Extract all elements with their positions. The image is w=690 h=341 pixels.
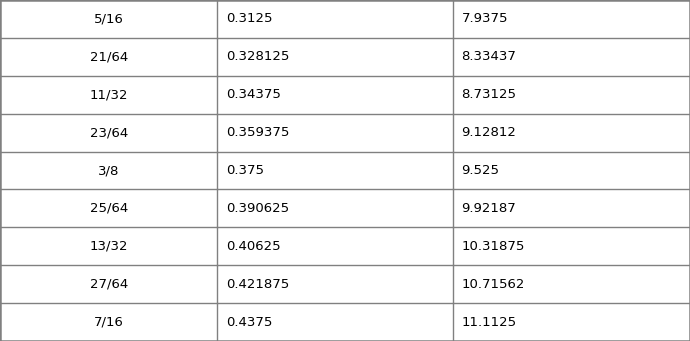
Text: 3/8: 3/8 xyxy=(98,164,119,177)
Text: 10.31875: 10.31875 xyxy=(462,240,525,253)
Text: 8.73125: 8.73125 xyxy=(462,88,517,101)
Text: 0.4375: 0.4375 xyxy=(226,315,272,329)
Text: 0.375: 0.375 xyxy=(226,164,264,177)
Text: 0.390625: 0.390625 xyxy=(226,202,288,215)
Text: 0.421875: 0.421875 xyxy=(226,278,289,291)
Text: 23/64: 23/64 xyxy=(90,126,128,139)
Text: 7/16: 7/16 xyxy=(94,315,124,329)
Text: 0.3125: 0.3125 xyxy=(226,12,272,26)
Text: 9.12812: 9.12812 xyxy=(462,126,517,139)
Text: 0.40625: 0.40625 xyxy=(226,240,280,253)
Text: 9.525: 9.525 xyxy=(462,164,500,177)
Text: 0.34375: 0.34375 xyxy=(226,88,281,101)
Text: 13/32: 13/32 xyxy=(90,240,128,253)
Text: 11/32: 11/32 xyxy=(90,88,128,101)
Text: 27/64: 27/64 xyxy=(90,278,128,291)
Text: 9.92187: 9.92187 xyxy=(462,202,516,215)
Text: 11.1125: 11.1125 xyxy=(462,315,517,329)
Text: 0.359375: 0.359375 xyxy=(226,126,289,139)
Text: 7.9375: 7.9375 xyxy=(462,12,508,26)
Text: 0.328125: 0.328125 xyxy=(226,50,289,63)
Text: 5/16: 5/16 xyxy=(94,12,124,26)
Text: 8.33437: 8.33437 xyxy=(462,50,517,63)
Text: 10.71562: 10.71562 xyxy=(462,278,525,291)
Text: 21/64: 21/64 xyxy=(90,50,128,63)
Text: 25/64: 25/64 xyxy=(90,202,128,215)
